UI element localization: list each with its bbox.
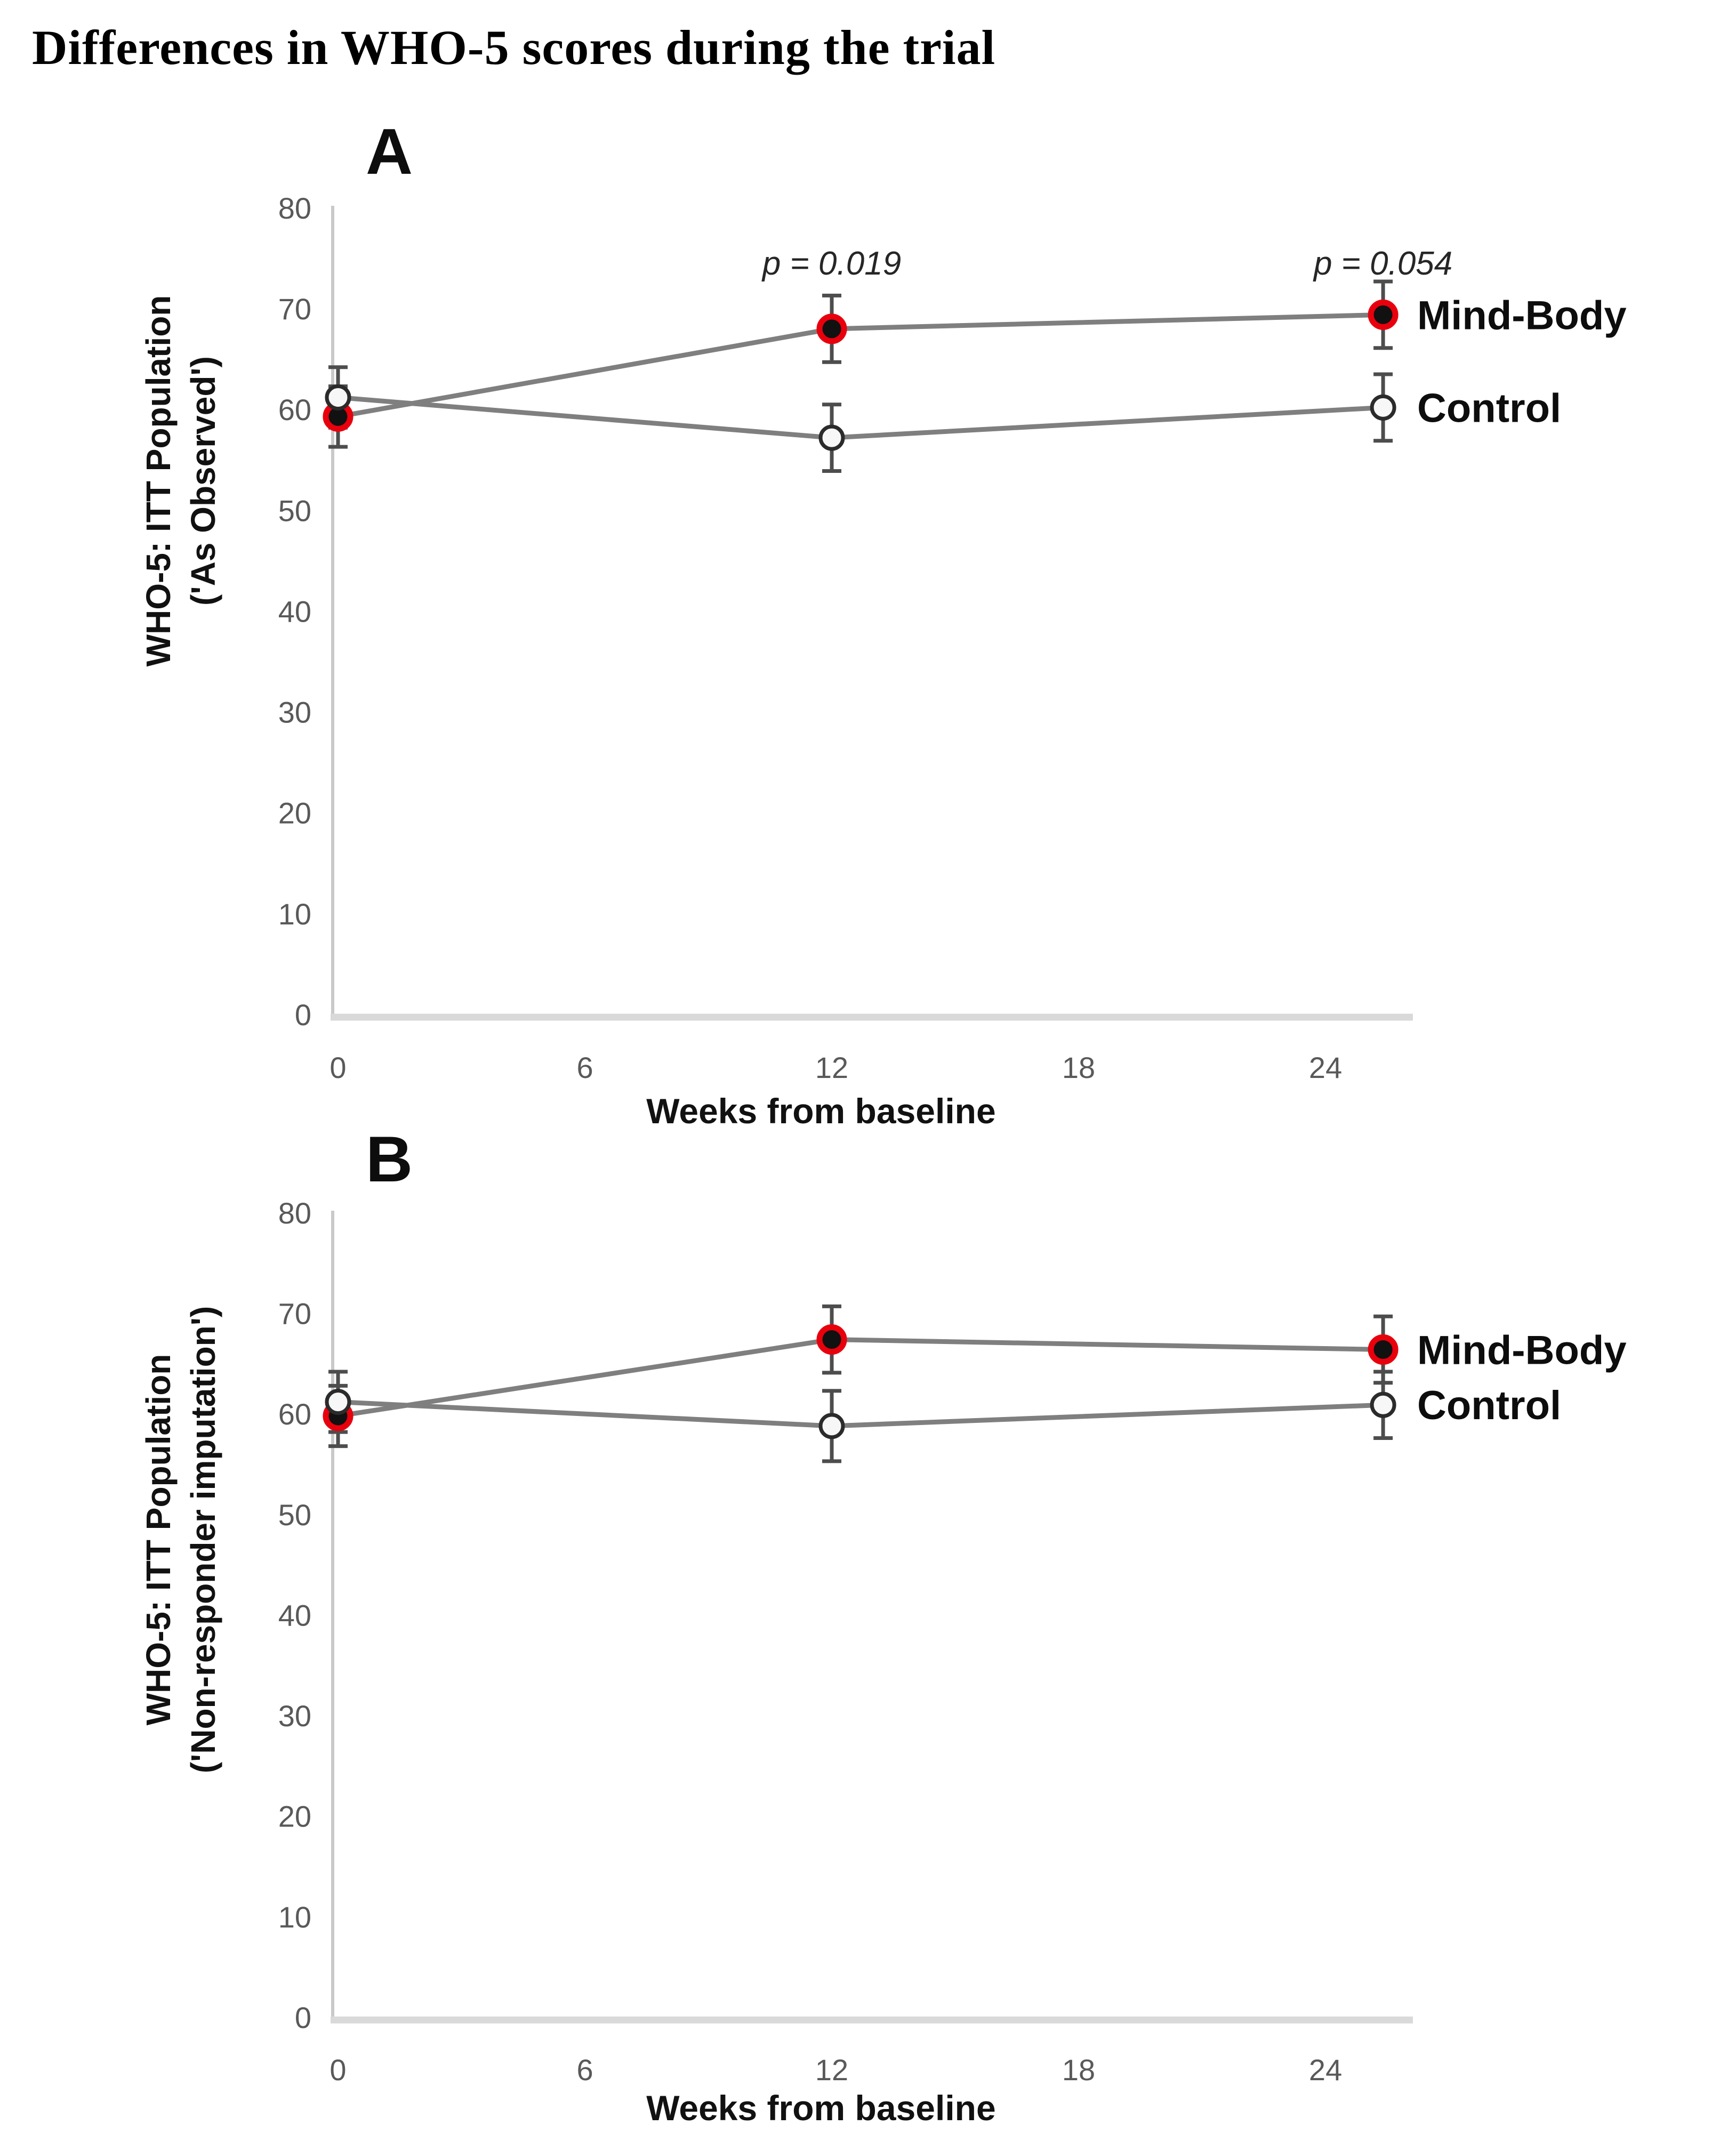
x-tick-label-b: 12 xyxy=(815,2053,848,2087)
y-tick-label-a: 10 xyxy=(278,897,311,931)
panel-b-label: B xyxy=(366,1123,413,1195)
x-tick-label-a: 6 xyxy=(576,1051,593,1084)
y-tick-label-b: 0 xyxy=(295,2001,311,2034)
control-data-point xyxy=(1370,1391,1396,1418)
y-tick-label-b: 60 xyxy=(278,1397,311,1431)
x-tick-label-b: 24 xyxy=(1309,2053,1342,2087)
series-label-control: Control xyxy=(1417,1383,1561,1428)
x-tick-label-b: 0 xyxy=(329,2053,346,2087)
figure-title: Differences in WHO-5 scores during the t… xyxy=(32,20,996,75)
series-label-control: Control xyxy=(1417,385,1561,431)
control-data-point xyxy=(325,384,351,411)
mind-body-data-point xyxy=(1368,1334,1399,1365)
y-tick-label-a: 50 xyxy=(278,494,311,527)
series-line-mind-body xyxy=(337,1337,1384,1419)
y-tick-label-b: 30 xyxy=(278,1699,311,1733)
series-line-mind-body xyxy=(337,312,1384,419)
y-tick-label-a: 30 xyxy=(278,696,311,729)
x-tick-label-a: 12 xyxy=(815,1051,848,1084)
x-tick-label-b: 6 xyxy=(576,2053,593,2087)
mind-body-data-point xyxy=(816,1324,847,1355)
x-tick-label-b: 18 xyxy=(1062,2053,1095,2087)
y-tick-label-a: 0 xyxy=(295,998,311,1032)
y-tick-label-b: 10 xyxy=(278,1900,311,1934)
series-line-control xyxy=(337,395,1384,440)
mind-body-data-point xyxy=(816,313,847,344)
y-tick-label-b: 70 xyxy=(278,1297,311,1331)
panel-a-label: A xyxy=(366,115,413,188)
y-tick-label-a: 80 xyxy=(278,191,311,225)
x-tick-label-a: 18 xyxy=(1062,1051,1095,1084)
control-data-point xyxy=(1370,394,1396,421)
panel-a-x-axis-title: Weeks from baseline xyxy=(646,1091,996,1131)
series-label-mind-body: Mind-Body xyxy=(1417,1327,1627,1373)
control-data-point xyxy=(818,424,845,451)
x-tick-label-a: 0 xyxy=(329,1051,346,1084)
y-tick-label-b: 50 xyxy=(278,1498,311,1532)
panel-b-x-axis-title: Weeks from baseline xyxy=(646,2088,996,2128)
series-label-mind-body: Mind-Body xyxy=(1417,293,1627,338)
mind-body-data-point xyxy=(1368,299,1399,330)
p-value-annotation: p = 0.019 xyxy=(761,245,901,282)
control-data-point xyxy=(325,1389,351,1415)
p-value-annotation: p = 0.054 xyxy=(1313,245,1452,282)
y-tick-label-b: 40 xyxy=(278,1598,311,1632)
y-tick-label-b: 20 xyxy=(278,1800,311,1833)
y-tick-label-a: 20 xyxy=(278,796,311,830)
x-tick-label-a: 24 xyxy=(1309,1051,1342,1084)
control-data-point xyxy=(818,1413,845,1439)
y-tick-label-a: 70 xyxy=(278,292,311,326)
y-tick-label-b: 80 xyxy=(278,1196,311,1230)
y-tick-label-a: 40 xyxy=(278,594,311,628)
y-tick-label-a: 60 xyxy=(278,393,311,426)
series-line-control xyxy=(337,1399,1384,1429)
